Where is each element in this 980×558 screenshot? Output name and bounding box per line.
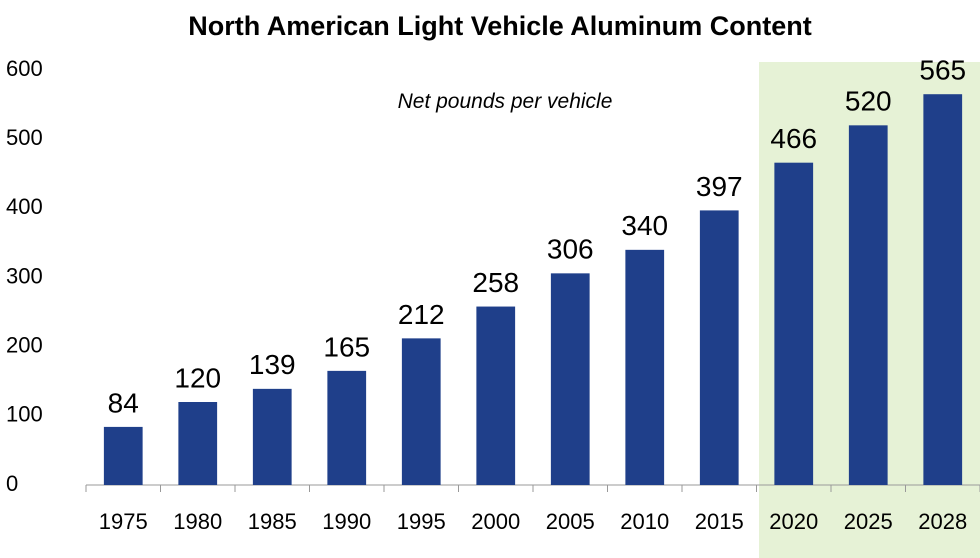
y-tick-label: 400 bbox=[6, 194, 43, 219]
x-tick-label: 1985 bbox=[248, 509, 297, 534]
x-tick-label: 2015 bbox=[695, 509, 744, 534]
x-tick-label: 2010 bbox=[620, 509, 669, 534]
data-label: 165 bbox=[323, 331, 370, 362]
data-label: 212 bbox=[398, 299, 445, 330]
data-label: 306 bbox=[547, 234, 594, 265]
y-tick-label: 200 bbox=[6, 332, 43, 357]
chart-title: North American Light Vehicle Aluminum Co… bbox=[188, 11, 812, 41]
bar bbox=[476, 306, 516, 485]
bar bbox=[327, 370, 367, 485]
bar bbox=[178, 402, 218, 485]
data-label: 466 bbox=[770, 123, 817, 154]
y-tick-label: 0 bbox=[6, 471, 18, 496]
data-label: 139 bbox=[249, 349, 296, 380]
bar bbox=[923, 94, 963, 485]
x-tick-label: 2025 bbox=[844, 509, 893, 534]
x-tick-label: 2005 bbox=[546, 509, 595, 534]
chart-subtitle: Net pounds per vehicle bbox=[397, 90, 613, 113]
bar bbox=[774, 162, 814, 485]
bar bbox=[550, 273, 590, 485]
x-tick-label: 2000 bbox=[471, 509, 520, 534]
data-label: 565 bbox=[919, 55, 966, 86]
data-label: 258 bbox=[472, 267, 519, 298]
bar bbox=[848, 125, 888, 485]
bar bbox=[625, 249, 665, 485]
data-label: 397 bbox=[696, 171, 743, 202]
data-label: 340 bbox=[621, 210, 668, 241]
bar bbox=[401, 338, 441, 485]
bar bbox=[252, 388, 292, 485]
x-tick-label: 1995 bbox=[397, 509, 446, 534]
x-tick-label: 1980 bbox=[173, 509, 222, 534]
data-label: 520 bbox=[845, 86, 892, 117]
y-tick-label: 500 bbox=[6, 125, 43, 150]
x-tick-label: 2020 bbox=[769, 509, 818, 534]
y-tick-label: 100 bbox=[6, 402, 43, 427]
x-tick-label: 2028 bbox=[918, 509, 967, 534]
data-label: 120 bbox=[174, 362, 221, 393]
x-tick-label: 1990 bbox=[322, 509, 371, 534]
y-tick-label: 300 bbox=[6, 263, 43, 288]
bar bbox=[699, 210, 739, 486]
bar bbox=[103, 426, 143, 485]
data-label: 84 bbox=[108, 387, 139, 418]
x-tick-label: 1975 bbox=[99, 509, 148, 534]
y-tick-label: 600 bbox=[6, 56, 43, 81]
